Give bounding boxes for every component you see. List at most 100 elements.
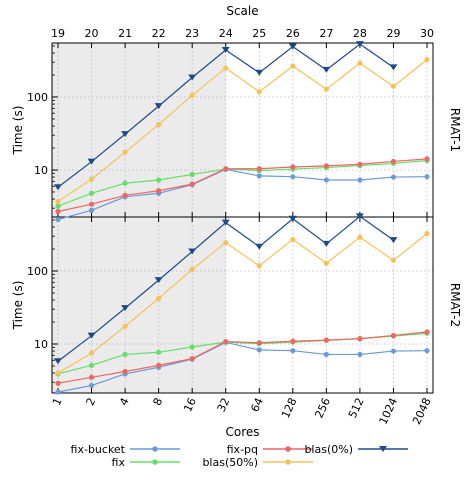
data-point [323,260,329,266]
data-point [55,380,61,386]
data-point [390,332,397,339]
data-point [154,103,163,110]
legend-entry-fix: fix [112,456,180,469]
data-point [121,131,130,138]
data-point [256,347,262,353]
data-point [290,348,296,354]
x-tick-label: 2048 [410,396,434,427]
series-line [57,158,428,213]
data-point [55,203,61,209]
series-blas(50%) [55,57,430,205]
y-axis-label: Time (s) [11,106,25,156]
x-tick-label: 4 [117,396,132,408]
data-point [256,166,262,172]
data-point [54,184,62,191]
x-tick-label: 1 [50,396,65,408]
data-point [357,234,363,240]
data-point [256,173,262,179]
shaded-region [52,43,226,217]
series-line [57,159,428,207]
data-point [357,351,363,358]
data-point [189,181,195,187]
x-tick-label: 64 [248,396,266,414]
x-tick-label: 1024 [377,396,401,427]
data-point [156,188,162,194]
data-point [55,370,61,376]
legend-entry-blas(0%): blas(0%) [304,443,408,456]
legend-marker [379,446,387,452]
data-point [223,239,229,246]
data-point [154,277,163,284]
data-point [189,171,195,178]
data-point [424,348,430,354]
data-point [88,374,95,380]
x-tick-label: 32 [215,396,233,414]
panel-label: RMAT-2 [448,283,462,327]
data-point [122,351,128,358]
data-point [390,257,397,263]
data-point [188,248,197,255]
series-line [57,341,428,393]
data-point [223,338,229,345]
series-line [57,168,428,221]
data-point [323,86,329,92]
data-point [156,362,162,368]
data-point [357,336,363,342]
y-tick-label: 100 [27,91,48,104]
data-point [322,66,331,73]
data-point [223,65,229,71]
data-point [55,208,61,215]
data-point [424,156,430,162]
data-point [88,190,95,196]
data-point [390,174,397,180]
shaded-region [52,217,226,393]
legend-marker [285,446,291,452]
data-point [355,213,364,220]
data-point [389,237,398,244]
legend-label: fix [112,456,126,469]
top-tick-label: 23 [185,27,199,40]
x-tick-label: 512 [346,396,367,421]
x-tick-label: 16 [181,396,199,414]
data-point [88,382,95,389]
data-point [256,340,262,346]
legend-entry-blas(50%): blas(50%) [202,456,313,469]
series-line [57,233,428,374]
data-point [54,358,62,365]
data-point [424,174,430,180]
top-tick-label: 24 [219,27,233,40]
legend-marker [152,459,158,465]
data-point [87,332,96,339]
data-point [221,47,230,54]
data-point [357,60,363,66]
panel-label: RMAT-1 [448,108,462,152]
y-axis-label: Time (s) [11,281,25,331]
data-point [290,174,296,180]
data-point [322,240,331,247]
series-line [57,59,428,203]
data-point [88,350,95,356]
data-point [122,149,128,155]
top-tick-label: 19 [51,27,65,40]
series-fix-pq [55,156,430,215]
data-point [55,389,61,395]
legend-label: fix-pq [227,443,258,456]
data-point [288,215,297,222]
top-tick-label: 29 [386,27,400,40]
top-tick-label: 27 [319,27,333,40]
legend-label: blas(0%) [304,443,353,456]
top-tick-label: 22 [152,27,166,40]
data-point [221,219,230,226]
x-tick-label: 2 [84,396,99,408]
series-blas(0%) [54,41,398,191]
legend-marker [152,446,158,452]
legend-marker [285,459,291,465]
data-point [355,41,364,48]
data-point [290,164,296,170]
data-point [223,166,229,172]
data-point [88,201,95,207]
data-point [357,161,363,167]
data-point [87,158,96,165]
x-tick-label: 8 [151,396,166,408]
